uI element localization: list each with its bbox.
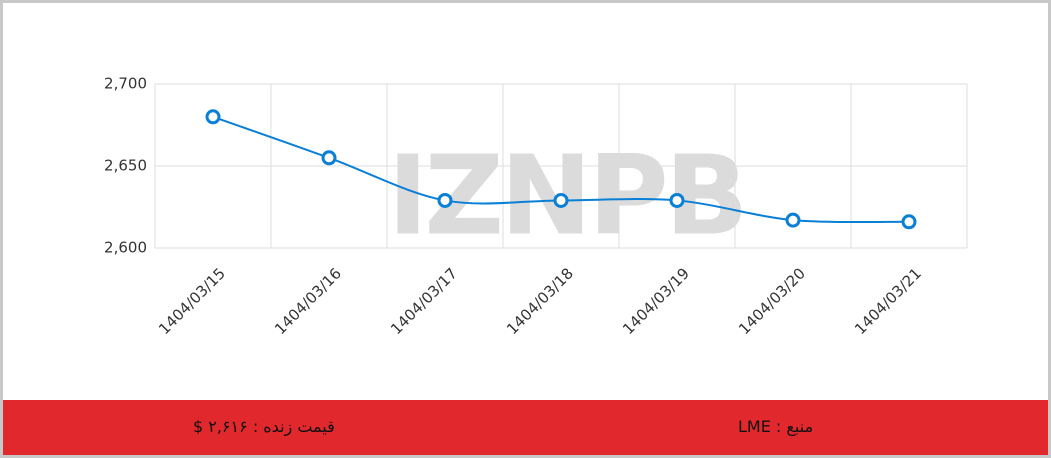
point xyxy=(901,214,917,230)
footer: قیمت زنده : ۲,۶۱۶ $ منبع : LME xyxy=(3,400,1048,455)
x-tick-label: 1404/03/21 xyxy=(851,264,925,338)
point xyxy=(437,192,453,208)
point xyxy=(321,150,337,166)
point xyxy=(553,192,569,208)
y-tick-label: 2,600 xyxy=(104,239,147,257)
point xyxy=(785,212,801,228)
x-tick-label: 1404/03/20 xyxy=(735,264,809,338)
y-tick-label: 2,650 xyxy=(104,157,147,175)
source: منبع : LME xyxy=(738,417,814,436)
x-tick-label: 1404/03/19 xyxy=(619,264,693,338)
live-price: قیمت زنده : ۲,۶۱۶ $ xyxy=(193,417,335,436)
y-tick-label: 2,700 xyxy=(104,75,147,93)
point xyxy=(669,192,685,208)
point xyxy=(205,109,221,125)
x-tick-label: 1404/03/18 xyxy=(503,264,577,338)
x-tick-label: 1404/03/16 xyxy=(271,264,345,338)
x-tick-label: 1404/03/15 xyxy=(155,264,229,338)
x-tick-label: 1404/03/17 xyxy=(387,264,461,338)
